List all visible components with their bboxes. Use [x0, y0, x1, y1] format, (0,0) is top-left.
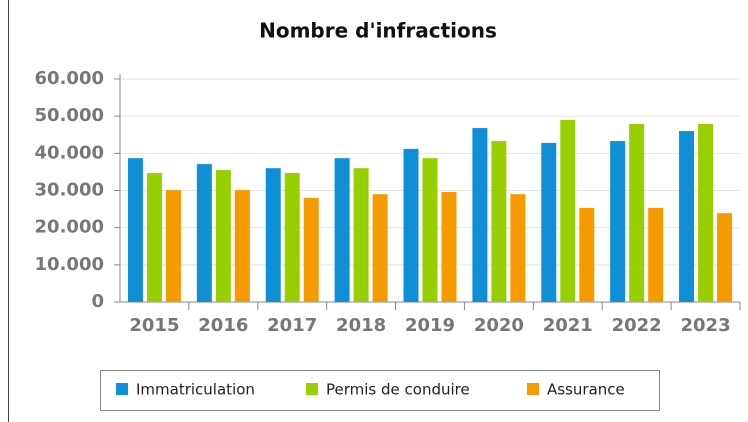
chart-title: Nombre d'infractions: [259, 19, 497, 43]
bar: [372, 194, 388, 302]
bar: [472, 128, 488, 302]
bar: [196, 164, 212, 302]
bar: [579, 207, 595, 302]
legend-swatch: [116, 383, 128, 395]
bar: [234, 190, 250, 302]
bar: [284, 173, 300, 302]
bar: [717, 213, 733, 302]
x-tick-label: 2021: [543, 315, 593, 336]
bar: [491, 141, 507, 302]
y-tick-label: 30.000: [35, 180, 104, 201]
legend-label: Immatriculation: [136, 381, 255, 399]
x-tick-label: 2018: [336, 315, 386, 336]
bar: [146, 173, 162, 302]
bar: [510, 194, 526, 302]
y-tick-label: 50.000: [35, 105, 104, 126]
bar: [610, 141, 626, 302]
bar: [698, 123, 714, 302]
x-tick-label: 2022: [612, 315, 662, 336]
bar: [403, 148, 419, 302]
legend-swatch: [527, 383, 539, 395]
x-tick-label: 2015: [129, 315, 179, 336]
bar: [679, 131, 695, 302]
x-tick-label: 2023: [681, 315, 731, 336]
x-tick-label: 2019: [405, 315, 455, 336]
bar: [422, 158, 438, 302]
x-tick-label: 2020: [474, 315, 524, 336]
bar: [629, 123, 645, 302]
bar: [165, 190, 181, 302]
bar: [265, 168, 281, 302]
y-tick-label: 20.000: [35, 217, 104, 238]
x-tick-label: 2017: [267, 315, 317, 336]
y-tick-label: 60.000: [35, 68, 104, 89]
legend: [100, 370, 660, 411]
bar: [648, 207, 664, 302]
legend-swatch: [306, 383, 318, 395]
bar: [541, 142, 557, 302]
y-tick-label: 40.000: [35, 142, 104, 163]
bar: [303, 197, 319, 302]
bar: [127, 158, 143, 302]
y-tick-label: 0: [91, 291, 104, 312]
legend-label: Assurance: [547, 381, 625, 399]
bar: [334, 158, 350, 302]
legend-label: Permis de conduire: [326, 381, 470, 399]
y-tick-label: 10.000: [35, 254, 104, 275]
bar: [560, 119, 576, 302]
x-tick-label: 2016: [198, 315, 248, 336]
bar: [215, 170, 231, 302]
bar: [353, 168, 369, 302]
bar: [441, 191, 457, 302]
